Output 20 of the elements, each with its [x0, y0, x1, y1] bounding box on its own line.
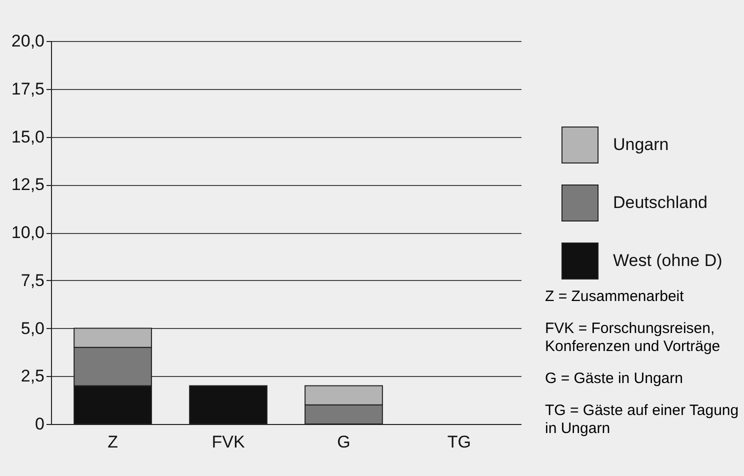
legend-label: Deutschland	[613, 193, 708, 212]
y-tick-label: 12,5	[11, 175, 44, 194]
legend-label: West (ohne D)	[613, 251, 722, 270]
y-tick-label: 2,5	[20, 366, 44, 386]
x-tick-label: FVK	[212, 432, 246, 452]
x-tick-label: Z	[108, 432, 118, 452]
y-tick-label: 5,0	[20, 318, 44, 338]
y-tick-label: 0	[35, 414, 44, 434]
y-tick-label: 17,5	[11, 79, 44, 98]
y-tick-label: 7,5	[20, 270, 44, 290]
y-tick-label: 10,0	[11, 223, 44, 242]
x-tick-label: TG	[447, 432, 472, 452]
y-tick-label: 20,0	[11, 32, 44, 50]
text: TG = Gäste auf einer Tagung in Ungarn	[545, 402, 740, 438]
x-tick-label: G	[337, 432, 350, 452]
text: FVK = Forschungsreisen, Konferenzen und Vorträge	[545, 320, 722, 356]
y-tick-label: 15,0	[11, 127, 44, 146]
text: G = Gäste in Ungarn	[545, 370, 684, 388]
text: Z = Zusammenarbeit	[545, 288, 685, 306]
legend-label: Ungarn	[613, 135, 669, 154]
